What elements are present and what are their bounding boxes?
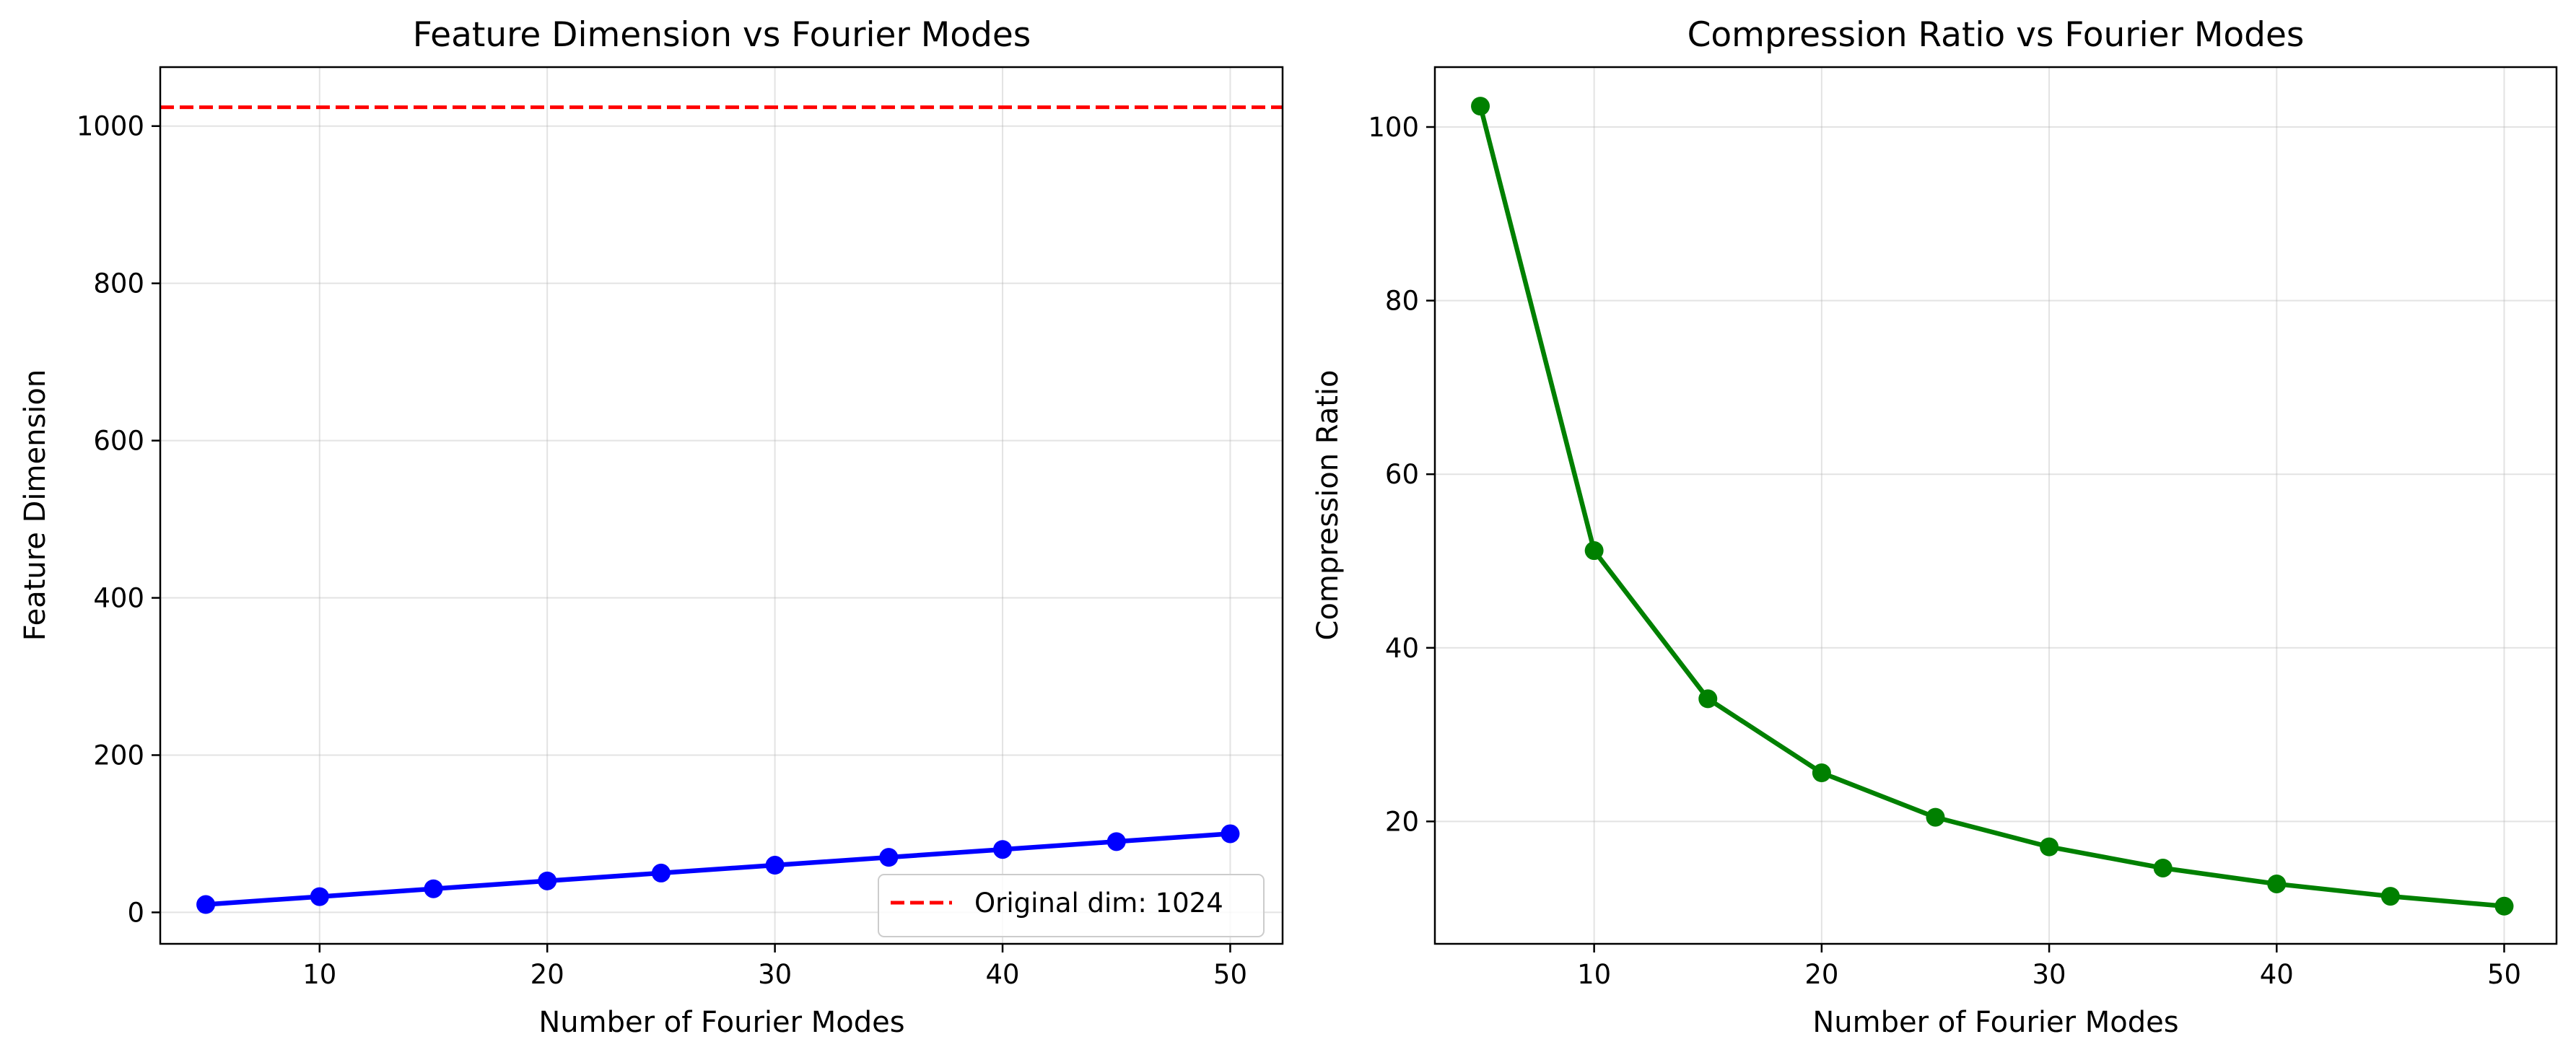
data-point (879, 848, 899, 867)
x-axis-label: Number of Fourier Modes (538, 1006, 904, 1039)
plot-frame (1433, 66, 2558, 945)
x-tick-label: 10 (302, 959, 336, 990)
data-point (1926, 807, 1945, 827)
data-point (2380, 887, 2400, 906)
data-point (651, 863, 671, 882)
data-point (2040, 837, 2059, 857)
grid: 10 20 30 40 50 0 200 400 600 800 1000 (77, 67, 1283, 990)
y-axis-label: Compression Ratio (1311, 370, 1345, 641)
y-tick-label: 0 (127, 897, 144, 928)
x-tick-label: 50 (2487, 959, 2521, 990)
y-tick-label: 80 (1385, 286, 1419, 317)
y-tick-label: 20 (1385, 806, 1419, 837)
chart-title: Compression Ratio vs Fourier Modes (1688, 15, 2305, 55)
x-tick-label: 30 (758, 959, 792, 990)
legend-box (878, 874, 1265, 937)
grid: 10 20 30 40 50 20 40 60 80 100 (1368, 67, 2557, 990)
feature-dimension-chart: Feature Dimension vs Fourier Modes Numbe… (19, 15, 1284, 1039)
plot-frame (159, 66, 1284, 945)
series-line (1477, 105, 2505, 909)
x-tick-label: 20 (531, 959, 564, 990)
y-tick-label: 60 (1385, 459, 1419, 490)
y-tick-label: 40 (1385, 633, 1419, 664)
data-point (1106, 832, 1126, 851)
data-point (196, 895, 216, 914)
data-point (1471, 97, 1490, 116)
y-tick-label: 400 (93, 583, 144, 614)
data-point (2494, 896, 2514, 916)
x-axis-label: Number of Fourier Modes (1812, 1006, 2178, 1039)
data-point (310, 887, 329, 906)
y-axis-label: Feature Dimension (19, 369, 52, 641)
x-tick-label: 30 (2033, 959, 2066, 990)
data-point (2153, 858, 2173, 877)
series-layer (160, 105, 1283, 914)
legend-label-original-dim: Original dim: 1024 (974, 888, 1223, 919)
data-point (1584, 541, 1604, 561)
data-point (1812, 763, 1831, 783)
y-tick-label: 1000 (77, 111, 144, 142)
series-layer (1471, 97, 2514, 916)
data-point (2267, 874, 2287, 893)
y-tick-label: 100 (1368, 112, 1419, 143)
x-tick-label: 50 (1213, 959, 1247, 990)
data-point (1221, 824, 1240, 844)
series-line (205, 831, 1231, 907)
x-tick-label: 40 (985, 959, 1019, 990)
x-tick-label: 20 (1804, 959, 1838, 990)
y-tick-label: 800 (93, 268, 144, 299)
data-point (993, 840, 1013, 859)
chart-title: Feature Dimension vs Fourier Modes (413, 15, 1031, 55)
legend: Original dim: 1024 (878, 874, 1265, 937)
data-point (1698, 689, 1718, 709)
data-point (538, 871, 557, 890)
data-point (765, 856, 785, 875)
compression-ratio-chart: Compression Ratio vs Fourier Modes Numbe… (1311, 15, 2558, 1039)
x-tick-label: 40 (2260, 959, 2294, 990)
data-point (424, 879, 443, 898)
y-tick-label: 600 (93, 426, 144, 457)
x-tick-label: 10 (1577, 959, 1611, 990)
y-tick-label: 200 (93, 740, 144, 771)
